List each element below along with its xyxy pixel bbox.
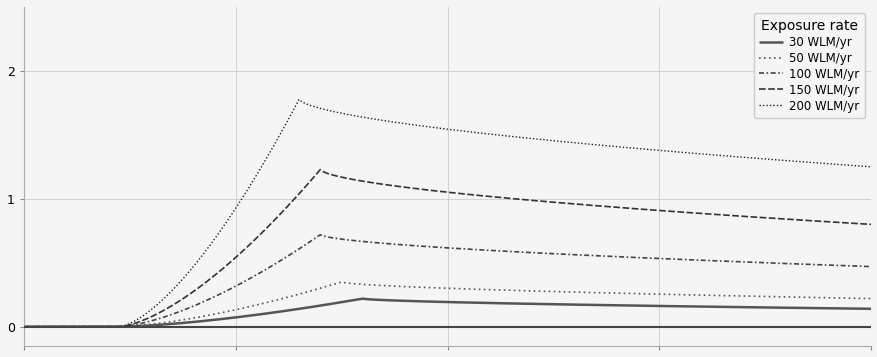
200 WLM/yr — [685, 151, 695, 155]
100 WLM/yr — [408, 243, 418, 248]
150 WLM/yr — [431, 189, 441, 193]
Line: 100 WLM/yr: 100 WLM/yr — [24, 235, 870, 327]
100 WLM/yr — [62, 325, 73, 329]
30 WLM/yr — [865, 307, 875, 311]
150 WLM/yr — [408, 186, 418, 191]
100 WLM/yr — [865, 265, 875, 269]
150 WLM/yr — [865, 222, 875, 227]
150 WLM/yr — [840, 221, 851, 225]
200 WLM/yr — [431, 126, 441, 130]
150 WLM/yr — [315, 167, 325, 172]
100 WLM/yr — [431, 245, 441, 249]
50 WLM/yr — [336, 280, 346, 284]
30 WLM/yr — [357, 296, 367, 301]
100 WLM/yr — [685, 258, 695, 262]
30 WLM/yr — [408, 299, 418, 303]
50 WLM/yr — [841, 296, 852, 300]
100 WLM/yr — [315, 233, 325, 237]
Line: 150 WLM/yr: 150 WLM/yr — [24, 170, 870, 327]
Line: 50 WLM/yr: 50 WLM/yr — [24, 282, 870, 327]
100 WLM/yr — [18, 325, 29, 329]
30 WLM/yr — [431, 300, 441, 304]
200 WLM/yr — [840, 163, 851, 167]
200 WLM/yr — [865, 165, 875, 169]
50 WLM/yr — [431, 286, 441, 290]
150 WLM/yr — [685, 211, 695, 215]
30 WLM/yr — [685, 304, 695, 308]
30 WLM/yr — [62, 325, 73, 329]
150 WLM/yr — [18, 325, 29, 329]
50 WLM/yr — [18, 325, 29, 329]
150 WLM/yr — [841, 221, 852, 225]
200 WLM/yr — [408, 123, 418, 127]
Line: 200 WLM/yr: 200 WLM/yr — [24, 100, 870, 327]
50 WLM/yr — [685, 293, 695, 297]
50 WLM/yr — [865, 296, 875, 301]
150 WLM/yr — [62, 325, 73, 329]
200 WLM/yr — [62, 325, 73, 329]
100 WLM/yr — [841, 263, 852, 268]
200 WLM/yr — [841, 163, 852, 167]
200 WLM/yr — [18, 325, 29, 329]
200 WLM/yr — [294, 97, 304, 102]
100 WLM/yr — [840, 263, 851, 268]
30 WLM/yr — [18, 325, 29, 329]
50 WLM/yr — [62, 325, 73, 329]
30 WLM/yr — [841, 306, 852, 311]
Line: 30 WLM/yr: 30 WLM/yr — [24, 298, 870, 327]
Legend: 30 WLM/yr, 50 WLM/yr, 100 WLM/yr, 150 WLM/yr, 200 WLM/yr: 30 WLM/yr, 50 WLM/yr, 100 WLM/yr, 150 WL… — [752, 13, 864, 119]
50 WLM/yr — [840, 296, 851, 300]
30 WLM/yr — [840, 306, 851, 311]
50 WLM/yr — [408, 285, 418, 289]
